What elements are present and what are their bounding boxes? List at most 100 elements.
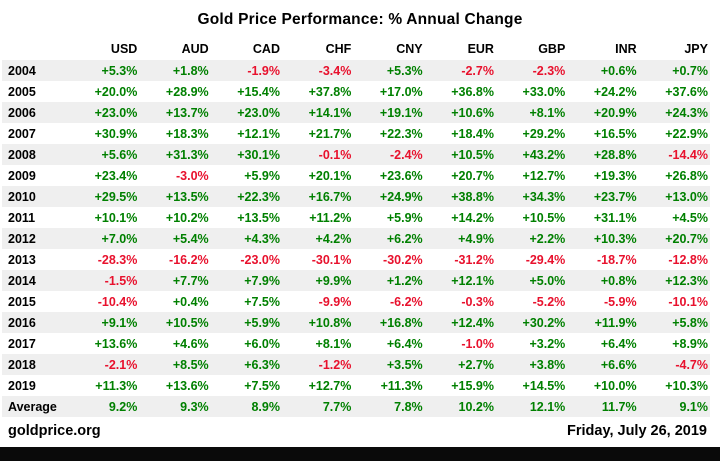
bottom-bar	[0, 447, 720, 461]
cell: +28.9%	[165, 84, 209, 99]
column-header-gbp: GBP	[538, 42, 566, 56]
cell: -3.0%	[176, 168, 209, 183]
cell: +8.1%	[315, 336, 352, 351]
row-label: 2019	[8, 378, 36, 393]
cell: -10.4%	[97, 294, 138, 309]
table-row-2012: 2012 +7.0% +5.4% +4.3% +4.2% +6.2% +4.9% +2.2% +…	[2, 228, 710, 249]
cell: +12.7%	[308, 378, 352, 393]
cell: +31.1%	[593, 210, 637, 225]
cell: +13.6%	[165, 378, 209, 393]
cell: +38.8%	[451, 189, 494, 204]
cell: +20.9%	[593, 105, 637, 120]
header-row: USD AUD CAD CHF CNY EUR GBP INR JPY	[2, 38, 710, 60]
source-label: goldprice.org	[8, 423, 101, 439]
cell: +16.7%	[308, 189, 352, 204]
cell: +21.7%	[308, 126, 352, 141]
cell: +36.8%	[451, 84, 494, 99]
cell: +29.5%	[94, 189, 138, 204]
cell: +5.9%	[386, 210, 423, 225]
cell: +12.4%	[451, 315, 494, 330]
cell: +20.7%	[451, 168, 494, 183]
cell: -10.1%	[668, 294, 708, 309]
cell: +13.5%	[237, 210, 280, 225]
cell: +10.2%	[165, 210, 209, 225]
cell: -9.9%	[318, 294, 352, 309]
cell: +7.7%	[172, 273, 209, 288]
cell: -3.4%	[318, 63, 352, 78]
cell: +5.3%	[101, 63, 138, 78]
cell: +15.4%	[237, 84, 280, 99]
cell: 7.8%	[394, 399, 423, 414]
cell: +24.9%	[379, 189, 423, 204]
cell: +10.1%	[94, 210, 138, 225]
cell: +23.7%	[593, 189, 637, 204]
column-header-jpy: JPY	[684, 42, 708, 56]
cell: +14.5%	[522, 378, 566, 393]
cell: +23.0%	[237, 105, 280, 120]
cell: +0.8%	[600, 273, 637, 288]
row-label: 2013	[8, 252, 36, 267]
cell: +10.6%	[451, 105, 494, 120]
cell: -4.7%	[675, 357, 708, 372]
cell: +7.9%	[244, 273, 280, 288]
cell: 8.9%	[251, 399, 280, 414]
column-header-aud: AUD	[181, 42, 209, 56]
cell: +30.1%	[237, 147, 280, 162]
column-header-cny: CNY	[396, 42, 423, 56]
cell: +20.0%	[94, 84, 138, 99]
cell: -1.9%	[247, 63, 280, 78]
cell: +4.3%	[244, 231, 280, 246]
cell: -0.1%	[318, 147, 352, 162]
table-row-2017: 2017 +13.6% +4.6% +6.0% +8.1% +6.4% -1.0% +3.2%…	[2, 333, 710, 354]
corner-cell	[2, 38, 68, 60]
cell: +7.0%	[101, 231, 138, 246]
table-row-2007: 2007 +30.9% +18.3% +12.1% +21.7% +22.3% +18.4%…	[2, 123, 710, 144]
row-label: 2015	[8, 294, 36, 309]
cell: +10.3%	[665, 378, 708, 393]
table-row-2013: 2013 -28.3% -16.2% -23.0% -30.1% -30.2% -31.2%…	[2, 249, 710, 270]
cell: -5.9%	[603, 294, 637, 309]
cell: +14.1%	[308, 105, 352, 120]
cell: +12.1%	[451, 273, 494, 288]
table-row-2018: 2018 -2.1% +8.5% +6.3% -1.2% +3.5% +2.7% +3.8% +…	[2, 354, 710, 375]
cell: +26.8%	[665, 168, 708, 183]
cell: -2.3%	[532, 63, 566, 78]
cell: +1.2%	[386, 273, 423, 288]
cell: +10.5%	[165, 315, 209, 330]
column-header-eur: EUR	[467, 42, 494, 56]
table-row-2010: 2010 +29.5% +13.5% +22.3% +16.7% +24.9% +38.8%…	[2, 186, 710, 207]
column-header-cad: CAD	[252, 42, 280, 56]
cell: +3.2%	[529, 336, 566, 351]
cell: +34.3%	[522, 189, 566, 204]
cell: -28.3%	[97, 252, 138, 267]
cell: +13.6%	[94, 336, 138, 351]
cell: -2.1%	[104, 357, 138, 372]
cell: -2.7%	[461, 63, 494, 78]
cell: +7.5%	[244, 378, 280, 393]
row-label: 2010	[8, 189, 36, 204]
cell: 7.7%	[322, 399, 352, 414]
cell: +4.5%	[672, 210, 708, 225]
cell: -31.2%	[454, 252, 494, 267]
cell: -2.4%	[389, 147, 423, 162]
cell: +6.0%	[244, 336, 280, 351]
cell: +3.5%	[386, 357, 423, 372]
date-label: Friday, July 26, 2019	[567, 423, 707, 439]
cell: +18.4%	[451, 126, 494, 141]
column-header-usd: USD	[110, 42, 138, 56]
cell: +15.9%	[451, 378, 494, 393]
cell: +12.7%	[522, 168, 566, 183]
cell: -29.4%	[525, 252, 566, 267]
cell: +5.9%	[244, 315, 280, 330]
cell: +22.3%	[237, 189, 280, 204]
cell: +24.3%	[665, 105, 708, 120]
cell: +10.0%	[593, 378, 637, 393]
page-title: Gold Price Performance: % Annual Change	[197, 11, 523, 28]
cell: +10.8%	[308, 315, 352, 330]
cell: +10.3%	[593, 231, 637, 246]
row-label: 2008	[8, 147, 36, 162]
cell: 9.3%	[180, 399, 209, 414]
row-label: Average	[8, 399, 57, 414]
cell: 11.7%	[601, 399, 637, 414]
cell: +14.2%	[451, 210, 494, 225]
